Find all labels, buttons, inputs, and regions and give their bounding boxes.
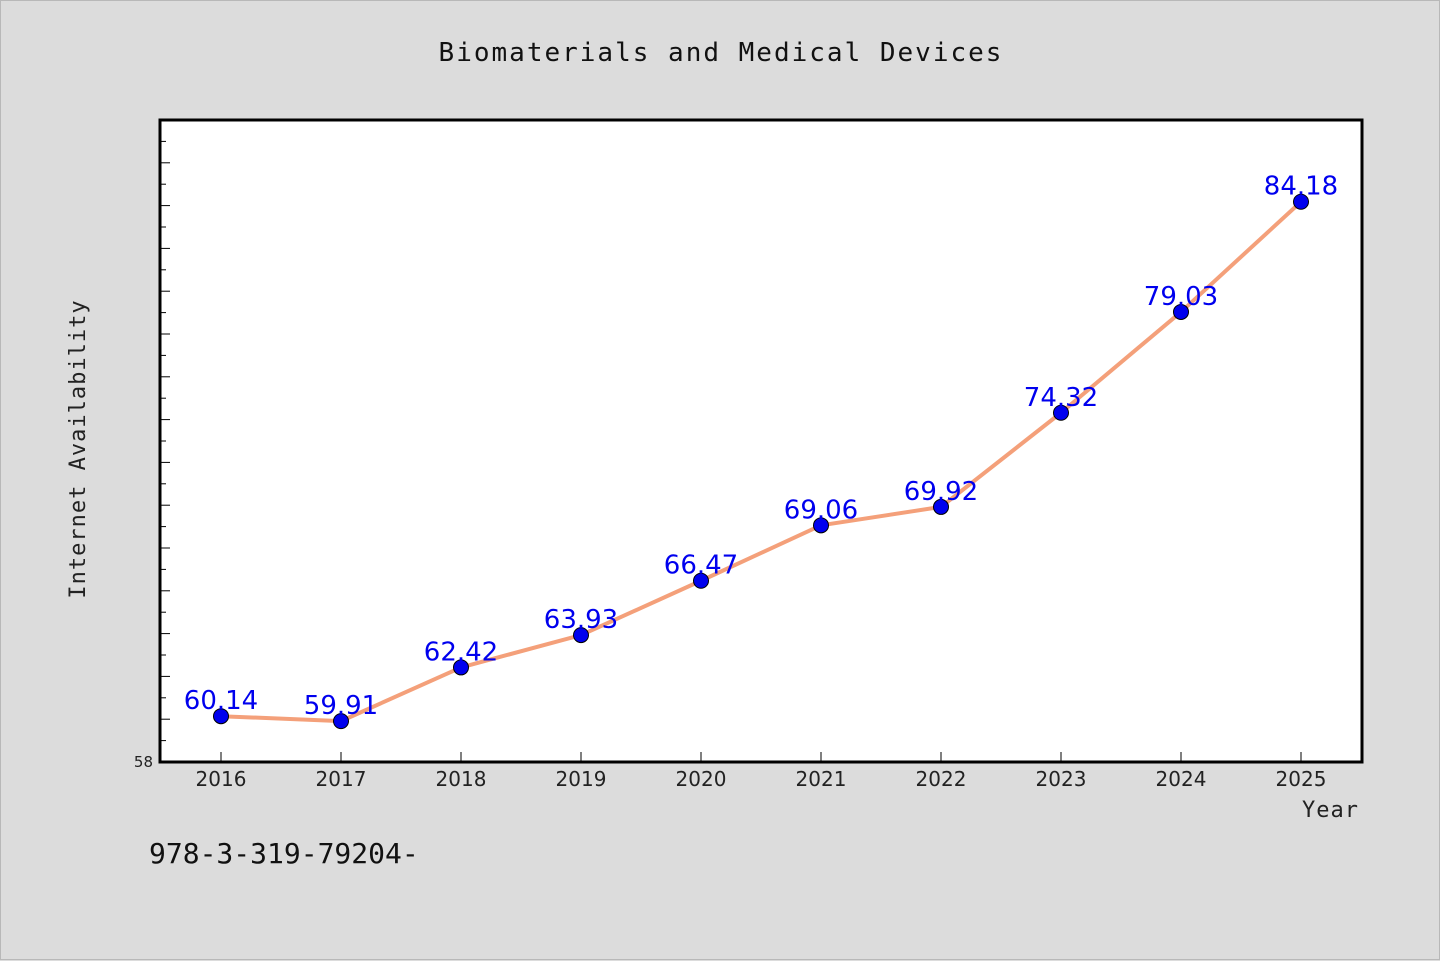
data-label: 69.92	[904, 477, 978, 507]
data-point	[693, 572, 709, 589]
data-label: 59.91	[304, 691, 378, 721]
data-point	[453, 659, 469, 676]
data-point	[573, 627, 589, 644]
x-tick-label: 2017	[316, 767, 367, 791]
data-label: 79.03	[1144, 282, 1218, 312]
y-axis-title: Internet Availability	[66, 299, 91, 598]
data-label: 84.18	[1264, 172, 1338, 202]
data-point	[933, 498, 949, 515]
x-tick-label: 2016	[196, 767, 247, 791]
x-tick-label: 2024	[1156, 767, 1207, 791]
x-tick-label: 2023	[1036, 767, 1087, 791]
y-axis-min-label: 58	[134, 753, 153, 771]
data-label: 62.42	[424, 637, 498, 667]
chart-title: Biomaterials and Medical Devices	[439, 38, 1004, 68]
data-point	[213, 708, 229, 725]
data-label: 60.14	[184, 686, 258, 716]
x-tick-label: 2022	[916, 767, 967, 791]
data-point	[1173, 303, 1189, 320]
data-labels: 60.14 59.91 62.42 63.93 66.47 69.06 69.92 74.32…	[184, 172, 1338, 721]
plot-area	[158, 118, 1364, 764]
x-tick-label: 2018	[436, 767, 487, 791]
x-axis-ticks: 2016 2017 2018 2019 2020 2021 2022 2023 2024 2025	[196, 752, 1327, 791]
data-point	[1293, 193, 1309, 210]
data-points	[213, 193, 1309, 730]
data-label: 63.93	[544, 605, 618, 635]
data-label: 66.47	[664, 551, 738, 581]
x-axis-title: Year	[1302, 798, 1359, 823]
data-point	[1053, 404, 1069, 421]
series-line	[220, 200, 1303, 724]
data-label: 74.32	[1024, 383, 1098, 413]
data-point	[333, 713, 349, 730]
x-tick-label: 2025	[1276, 767, 1327, 791]
x-tick-label: 2020	[676, 767, 727, 791]
x-tick-label: 2019	[556, 767, 607, 791]
y-axis-ticks	[160, 140, 170, 763]
data-label: 69.06	[784, 495, 858, 525]
x-tick-label: 2021	[796, 767, 847, 791]
data-point	[813, 517, 829, 534]
footnote-text: 978-3-319-79204-	[149, 837, 419, 870]
